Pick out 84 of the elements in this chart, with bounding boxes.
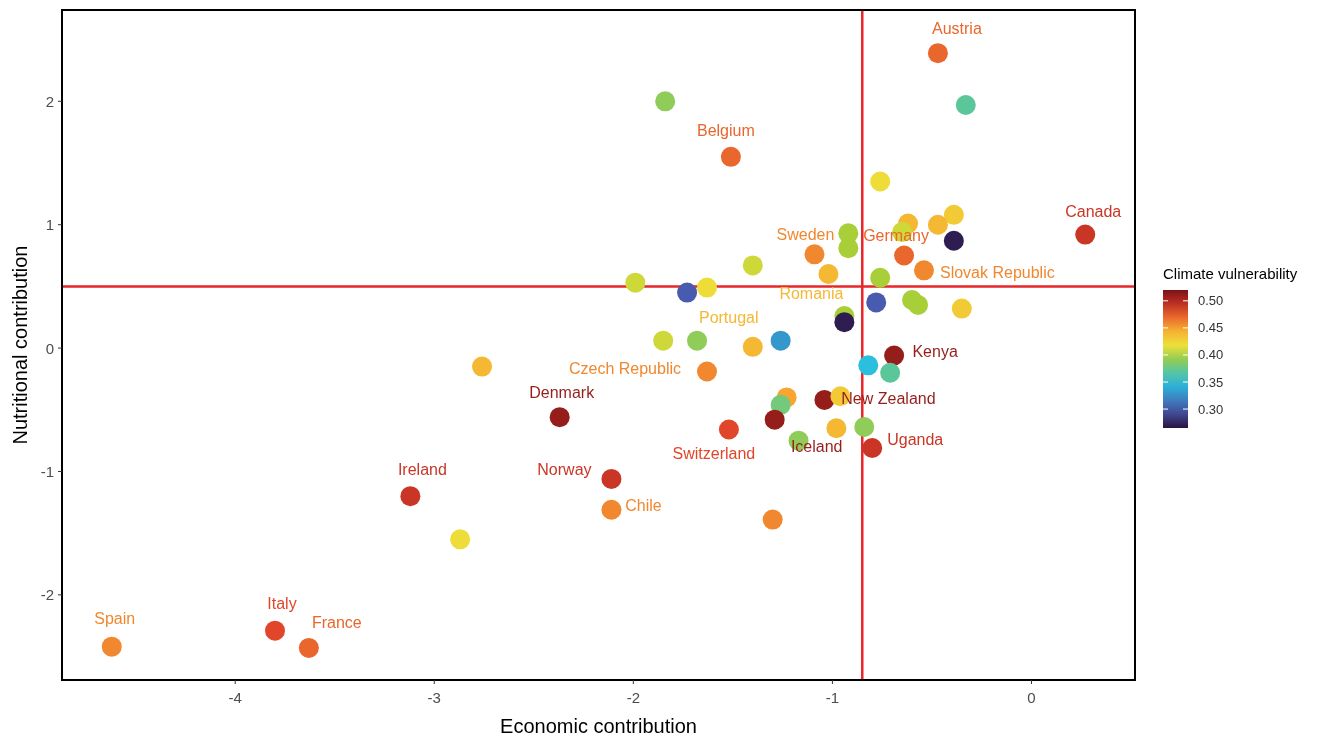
point: [655, 91, 676, 112]
point: [927, 214, 948, 235]
color-bar-label: 0.30: [1198, 401, 1224, 417]
point: [677, 282, 698, 303]
point: [549, 407, 570, 428]
point: [866, 292, 887, 313]
annotation: Chile: [625, 497, 662, 515]
y-tick-label: 1: [45, 216, 54, 234]
point: [880, 362, 901, 383]
point: [951, 298, 972, 319]
point: [687, 330, 708, 351]
annotation: Switzerland: [672, 445, 756, 463]
annotation: Uganda: [887, 430, 944, 448]
color-bar-title: Climate vulnerability: [1163, 265, 1298, 282]
point: [834, 312, 855, 333]
annotation: Romania: [779, 284, 844, 302]
point: [884, 345, 905, 366]
point: [927, 43, 948, 64]
x-tick-label: 0: [1027, 689, 1036, 706]
point: [450, 529, 471, 550]
point: [854, 417, 875, 438]
y-tick-label: 0: [45, 339, 54, 357]
annotation: Denmark: [529, 383, 596, 401]
x-tick-label: -1: [825, 689, 840, 706]
point: [862, 438, 883, 459]
point: [400, 486, 421, 507]
point: [1075, 224, 1096, 245]
point: [870, 171, 891, 192]
annotation: Austria: [932, 19, 982, 37]
point: [858, 355, 879, 376]
point: [955, 95, 976, 116]
point: [870, 267, 891, 288]
annotation: Ireland: [397, 460, 447, 478]
point: [913, 260, 934, 281]
point: [943, 230, 964, 251]
annotation: Norway: [537, 461, 592, 479]
point: [908, 294, 929, 315]
point: [265, 620, 286, 641]
annotation: Kenya: [912, 342, 958, 360]
y-tick-label: 2: [45, 92, 54, 110]
point: [770, 330, 791, 351]
point: [696, 277, 717, 298]
point: [601, 499, 622, 520]
point: [101, 636, 122, 657]
annotation: Slovak Republic: [939, 263, 1055, 281]
point: [818, 264, 839, 285]
annotation: Sweden: [776, 225, 835, 243]
color-bar-label: 0.40: [1198, 347, 1224, 363]
point: [742, 255, 763, 276]
color-bar-label: 0.50: [1198, 293, 1224, 309]
annotation: Spain: [94, 610, 136, 628]
point: [838, 238, 859, 259]
point: [601, 468, 622, 489]
point: [814, 389, 835, 410]
annotation: Canada: [1065, 203, 1122, 221]
point: [764, 409, 785, 430]
y-axis-title: Nutritional contribution: [9, 245, 31, 445]
x-tick-label: -2: [626, 689, 641, 706]
x-axis-title: Economic contribution: [500, 715, 697, 737]
annotation: Belgium: [696, 122, 755, 140]
point: [298, 637, 319, 658]
y-tick-label: -1: [40, 462, 54, 480]
point: [804, 244, 825, 265]
annotation: Portugal: [698, 309, 759, 327]
point: [720, 146, 741, 167]
point: [762, 509, 783, 530]
x-tick-label: -4: [228, 689, 242, 706]
point: [718, 419, 739, 440]
point: [696, 361, 717, 382]
point: [894, 245, 915, 266]
color-bar-label: 0.45: [1198, 320, 1224, 336]
annotation: Iceland: [790, 438, 843, 456]
annotation: Italy: [267, 595, 297, 613]
point: [943, 204, 964, 225]
x-tick-label: -3: [427, 689, 441, 706]
annotation: Czech Republic: [568, 360, 682, 378]
point: [625, 272, 646, 293]
point: [472, 356, 493, 377]
point: [653, 330, 674, 351]
color-bar-label: 0.35: [1198, 374, 1224, 390]
point: [826, 418, 847, 439]
point: [742, 336, 763, 357]
y-tick-label: -2: [40, 586, 54, 604]
annotation: France: [311, 614, 362, 632]
